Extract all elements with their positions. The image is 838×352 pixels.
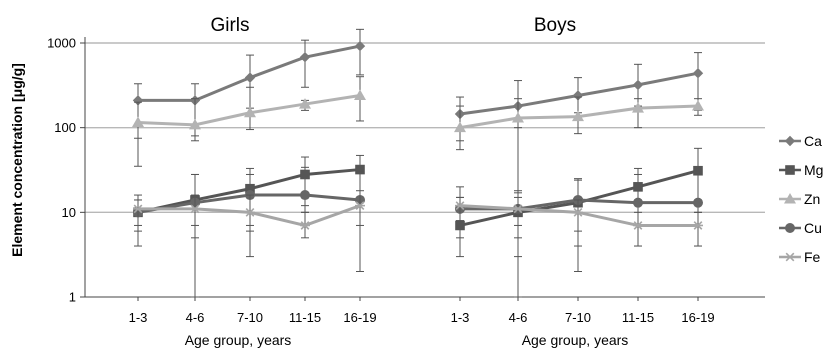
point-cu-4 — [693, 197, 703, 208]
y-tick-labels: 1 10 100 1000 — [47, 36, 76, 305]
point-fe-2 — [573, 207, 583, 217]
point-zn-4 — [354, 89, 366, 100]
x-tick-label-1-3: 1-3 — [451, 310, 470, 325]
point-mg-4 — [693, 165, 703, 176]
point-ca-3 — [299, 51, 311, 63]
series-girls-mg — [133, 154, 365, 247]
legend-label-mg: Mg — [804, 162, 823, 178]
panel-title-boys: Boys — [534, 15, 576, 36]
point-mg-4 — [355, 164, 365, 175]
point-ca-4 — [692, 67, 704, 79]
series-line-fe — [138, 204, 361, 228]
error-bar-fe-1 — [514, 196, 522, 226]
series-boys-fe — [455, 196, 703, 247]
point-zn-3 — [299, 98, 311, 109]
point-ca-2 — [244, 72, 256, 83]
error-bar-fe-3 — [634, 211, 642, 247]
legend-label-fe: Fe — [804, 249, 821, 265]
x-tick-label-11-15: 11-15 — [622, 310, 654, 325]
series-boys-cu — [455, 173, 703, 273]
panel-girls: Girls Age group, years 1-3 4-6 7-10 11-15 16… — [129, 15, 377, 348]
point-fe-0 — [133, 204, 143, 214]
legend-marker-cu — [785, 223, 795, 233]
error-bar-ca-3 — [301, 39, 309, 88]
point-zn-0 — [132, 116, 144, 128]
x-tick-label-4-6: 4-6 — [509, 310, 528, 325]
error-bar-fe-0 — [456, 196, 464, 222]
y-tick-label-1: 1 — [69, 290, 76, 305]
point-fe-2 — [245, 207, 255, 217]
legend-marker-mg — [785, 165, 795, 175]
x-axis-title-boys: Age group, years — [522, 332, 629, 348]
point-zn-2 — [572, 110, 584, 122]
legend-item-cu: Cu — [779, 220, 822, 236]
axes-layer: Element concentration [μg/g] — [9, 37, 765, 298]
point-fe-3 — [300, 221, 310, 230]
series-girls-fe — [133, 190, 365, 239]
series-line-ca — [138, 44, 361, 102]
panel-boys: Boys Age group, years 1-3 4-6 7-10 11-15 16-… — [451, 15, 715, 348]
point-fe-1 — [513, 204, 523, 214]
marks-layer — [132, 28, 704, 298]
point-zn-4 — [692, 100, 704, 111]
point-fe-0 — [455, 201, 465, 210]
point-cu-3 — [633, 197, 643, 208]
legend-item-fe: Fe — [779, 249, 821, 265]
error-bar-ca-4 — [356, 28, 364, 76]
point-zn-1 — [189, 118, 201, 130]
point-fe-1 — [190, 204, 200, 214]
error-bar-fe-4 — [694, 211, 702, 247]
point-zn-3 — [632, 102, 644, 113]
y-tick-label-1000: 1000 — [47, 36, 76, 51]
point-zn-2 — [244, 106, 256, 118]
legend-item-mg: Mg — [779, 162, 823, 178]
legend: Ca Mg Zn Cu Fe — [779, 133, 823, 265]
legend-marker-zn — [784, 193, 796, 204]
x-axis-title-girls: Age group, years — [185, 332, 292, 348]
point-fe-4 — [355, 201, 365, 210]
x-tick-label-11-15: 11-15 — [289, 310, 321, 325]
series-girls-ca — [132, 28, 366, 167]
y-tick-label-10: 10 — [62, 205, 76, 220]
error-bar-fe-4 — [356, 190, 364, 226]
legend-label-zn: Zn — [804, 191, 820, 207]
point-ca-2 — [572, 90, 584, 101]
point-cu-3 — [300, 190, 310, 201]
point-ca-4 — [354, 40, 366, 52]
legend-label-ca: Ca — [804, 133, 822, 149]
grid-layer — [85, 42, 765, 214]
point-zn-0 — [454, 121, 466, 133]
legend-item-ca: Ca — [779, 133, 822, 149]
error-bar-cu-1 — [191, 173, 199, 298]
series-girls-zn — [132, 76, 366, 142]
point-ca-0 — [132, 95, 144, 106]
x-tick-label-16-19: 16-19 — [343, 310, 376, 325]
x-tick-label-7-10: 7-10 — [237, 310, 263, 325]
panel-title-girls: Girls — [210, 15, 249, 36]
x-tick-label-4-6: 4-6 — [186, 310, 205, 325]
series-line-fe — [459, 204, 698, 227]
legend-marker-ca — [784, 135, 796, 147]
point-fe-3 — [633, 221, 643, 230]
error-bar-fe-2 — [574, 199, 582, 232]
point-ca-3 — [632, 79, 644, 91]
x-tick-label-16-19: 16-19 — [681, 310, 714, 325]
y-axis-title: Element concentration [μg/g] — [9, 63, 25, 257]
legend-item-zn: Zn — [779, 191, 820, 207]
legend-marker-fe — [785, 252, 795, 262]
legend-label-cu: Cu — [804, 220, 822, 236]
point-fe-4 — [693, 221, 703, 230]
point-zn-1 — [512, 112, 524, 123]
x-tick-label-7-10: 7-10 — [565, 310, 591, 325]
x-tick-label-1-3: 1-3 — [129, 310, 148, 325]
error-bar-fe-0 — [134, 199, 142, 226]
y-tick-label-100: 100 — [54, 120, 76, 135]
